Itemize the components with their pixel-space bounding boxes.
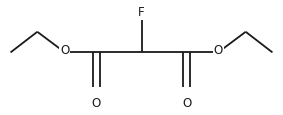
Text: F: F xyxy=(138,6,145,19)
Text: O: O xyxy=(213,44,223,57)
Text: O: O xyxy=(182,96,191,109)
Text: O: O xyxy=(92,96,101,109)
Text: O: O xyxy=(60,44,70,57)
